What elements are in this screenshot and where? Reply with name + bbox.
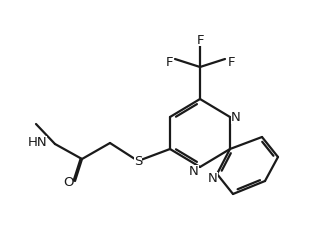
Text: O: O xyxy=(63,176,73,189)
Text: N: N xyxy=(208,172,218,185)
Text: HN: HN xyxy=(27,136,47,149)
Text: N: N xyxy=(231,111,241,124)
Text: F: F xyxy=(165,55,173,68)
Text: S: S xyxy=(134,155,142,168)
Text: F: F xyxy=(196,33,204,46)
Text: F: F xyxy=(227,55,235,68)
Text: N: N xyxy=(189,165,199,178)
